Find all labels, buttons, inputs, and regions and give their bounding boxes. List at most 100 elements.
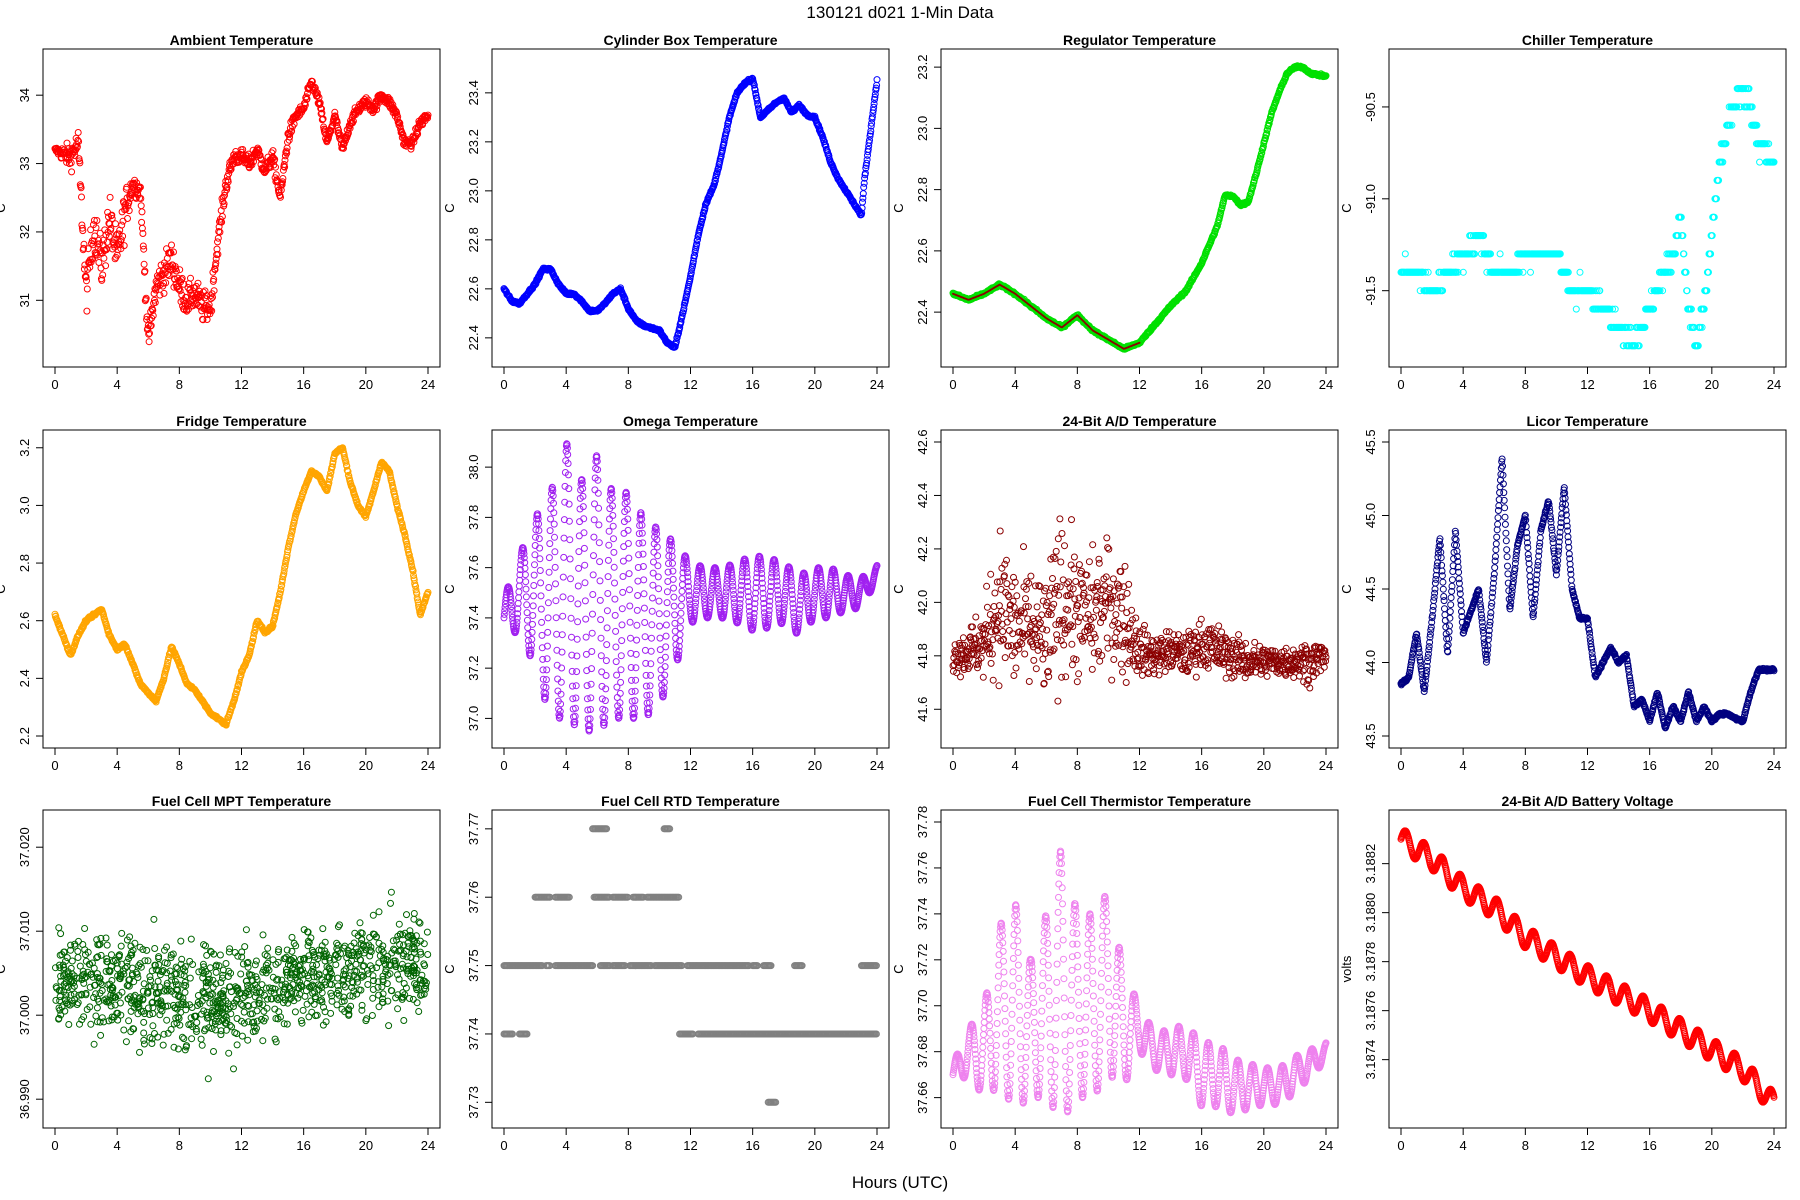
panel-regulator-temperature-points (949, 62, 1330, 353)
panel-omega-temperature-points (500, 440, 881, 735)
panel-omega-temperature-title: Omega Temperature (623, 413, 758, 429)
panel-regulator-temperature-xtick-label: 20 (1257, 377, 1271, 392)
panel-ambient-temperature-point (119, 232, 127, 240)
panel-ambient-temperature-point (112, 220, 119, 228)
panel-ambient-temperature-point (279, 178, 286, 186)
panel-omega-temperature-point (597, 616, 605, 624)
panel-ambient-temperature-point (84, 265, 92, 273)
panel-ambient-temperature-point (95, 240, 103, 248)
panel-ambient-temperature-point (279, 175, 287, 182)
panel-ambient-temperature-point (288, 127, 296, 135)
panel-chiller-temperature-point (1756, 158, 1764, 166)
panel-ambient-temperature-point (92, 224, 100, 232)
panel-ambient-temperature-point (83, 307, 91, 315)
panel-omega-temperature-point (553, 630, 561, 638)
panel-omega-temperature-point (529, 602, 537, 610)
panel-fridge-temperature-xtick-label: 16 (296, 758, 310, 773)
panel-regulator-temperature-ytick-label: 22.4 (915, 299, 930, 324)
panel-ambient-temperature-point (210, 275, 218, 283)
panel-ambient-temperature-point (135, 184, 143, 192)
panel-ambient-temperature-point (182, 294, 190, 301)
panel-omega-temperature-point (552, 580, 559, 588)
panel-omega-temperature-point (535, 535, 543, 543)
panel-ambient-temperature-point (159, 267, 167, 275)
panel-ambient-temperature-point (314, 92, 322, 100)
panel-omega-temperature-point (545, 584, 553, 591)
panel-omega-temperature-point (574, 600, 582, 608)
panel-omega-temperature-ytick-label: 37.6 (466, 555, 481, 580)
panel-cylinder-box-temperature-ytick-label: 22.4 (466, 325, 481, 350)
panel-ambient-temperature-point (108, 215, 116, 222)
panel-omega-temperature-point (538, 618, 546, 626)
panel-fridge-temperature-xtick-label: 8 (176, 758, 183, 773)
panel-omega-temperature-point (546, 527, 554, 535)
panel-omega-temperature-ytick-label: 37.8 (466, 505, 481, 530)
panel-ambient-temperature-point (138, 218, 146, 226)
panel-omega-temperature-point (545, 568, 553, 576)
panel-omega-temperature-point (603, 624, 611, 632)
panel-omega-temperature-point (581, 579, 589, 587)
panel-chiller-temperature-ytick-label: -91.0 (1363, 184, 1378, 214)
panel-omega-temperature-point (597, 634, 605, 642)
panel-omega-temperature-point (522, 585, 530, 593)
panel-omega-temperature-point (605, 527, 613, 535)
panel-ambient-temperature-point (162, 279, 170, 287)
panel-omega-temperature-xtick-label: 4 (563, 758, 570, 773)
panel-ambient-temperature-point (93, 217, 101, 224)
panel-omega-temperature-point (537, 579, 545, 587)
panel-cylinder-box-temperature-xtick-label: 0 (500, 377, 507, 392)
panel-ambient-temperature-point (303, 95, 311, 103)
panel-ambient-temperature-point (224, 178, 232, 186)
panel-omega-temperature-point (590, 533, 598, 541)
panel-omega-temperature-xtick-label: 20 (808, 758, 822, 773)
panel-ambient-temperature-point (112, 231, 120, 239)
panel-chiller-temperature-xtick-label: 8 (1522, 377, 1529, 392)
panel-ambient-temperature-point (177, 298, 185, 306)
panel-ambient-temperature-point (272, 163, 279, 171)
panel-ambient-temperature-point (106, 193, 114, 201)
panel-ambient-temperature-xtick-label: 16 (296, 377, 310, 392)
panel-fridge-temperature-points (51, 444, 432, 729)
panel-ambient-temperature-title: Ambient Temperature (170, 32, 314, 48)
panel-omega-temperature-point (529, 620, 536, 628)
panel-omega-temperature-point (559, 593, 567, 601)
panel-ambient-temperature-point (325, 134, 332, 142)
panel-ambient-temperature-point (281, 163, 289, 171)
panel-ambient-temperature-point (183, 307, 191, 315)
panel-omega-temperature-point (545, 554, 553, 562)
panel-ambient-temperature-point (272, 171, 280, 179)
panel-ambient-temperature-point (336, 131, 344, 139)
panel-ambient-temperature-xtick-label: 20 (359, 377, 373, 392)
panel-fridge-temperature: Fridge TemperatureC048121620242.22.42.62… (0, 413, 441, 773)
panel-omega-temperature-point (588, 629, 596, 637)
panel-cylinder-box-temperature-ylabel: C (442, 203, 457, 212)
panel-fridge-temperature-ytick-label: 2.6 (17, 612, 32, 630)
panel-ambient-temperature-point (199, 316, 207, 324)
panel-ambient-temperature-point (269, 147, 277, 155)
panel-ambient-temperature-point (76, 159, 84, 167)
panel-omega-temperature-point (595, 504, 603, 512)
panel-ambient-temperature: Ambient TemperatureC0481216202431323334 (0, 32, 441, 392)
panel-ambient-temperature-point (208, 307, 216, 315)
panel-omega-temperature-point (587, 680, 595, 688)
panel-ambient-temperature-point (151, 299, 159, 306)
panel-omega-temperature-point (602, 672, 610, 679)
panel-ambient-temperature-xtick-label: 4 (114, 377, 121, 392)
panel-omega-temperature-point (595, 521, 603, 529)
panel-omega-temperature-point (596, 558, 604, 566)
panel-ambient-temperature-point (164, 262, 172, 270)
panel-ambient-temperature-point (412, 132, 420, 140)
panel-omega-temperature-xtick-label: 0 (500, 758, 507, 773)
panel-regulator-temperature-ylabel: C (891, 203, 906, 212)
panel-omega-temperature-point (581, 597, 589, 605)
panel-omega-temperature-point (596, 577, 604, 585)
panel-omega-temperature-point (536, 555, 544, 563)
panel-chiller-temperature-point (1527, 268, 1534, 276)
panel-ambient-temperature-point (145, 338, 153, 346)
panel-ambient-temperature-point (172, 267, 180, 275)
panel-cylinder-box-temperature-xtick-label: 12 (683, 377, 697, 392)
panel-omega-temperature-point (582, 615, 590, 623)
panel-fridge-temperature-ytick-label: 2.2 (17, 727, 32, 745)
panel-omega-temperature-xtick-label: 16 (745, 758, 759, 773)
panel-fridge-temperature-ytick-label: 2.8 (17, 554, 32, 572)
